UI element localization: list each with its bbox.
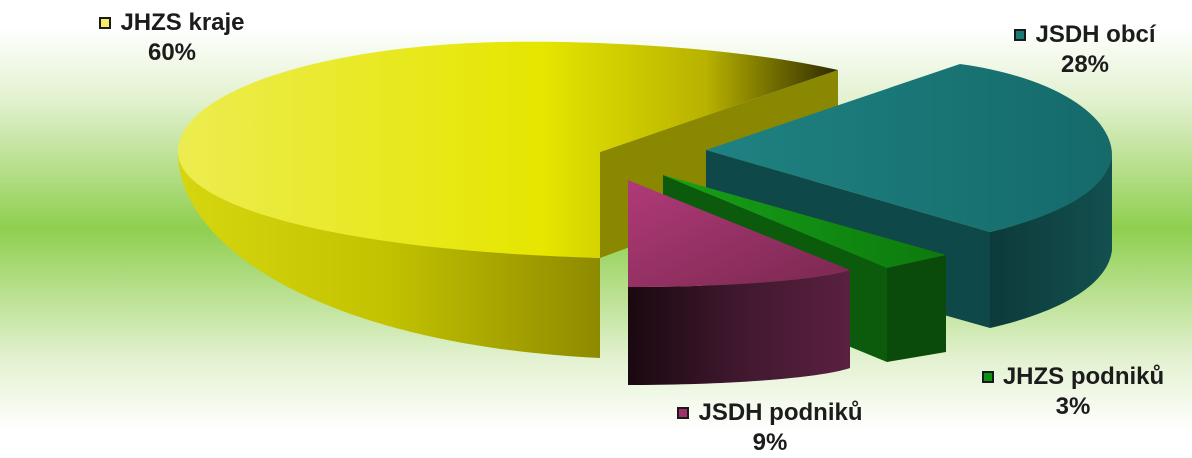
legend-swatch-jhzs-podniku [981,371,994,383]
slice-jhzs-podniku-side [887,255,946,362]
label-jhzs-podniku-value: 3% [1055,393,1091,420]
label-jhzs-kraje-value: 60% [147,39,197,66]
label-jsdh-podniku: JSDH podniků 9% [650,398,890,458]
slice-jsdh-obci-side [990,155,1112,328]
label-jsdh-podniku-name: JSDH podniků [698,399,863,426]
label-jhzs-kraje-name: JHZS kraje [120,9,245,36]
label-jhzs-kraje: JHZS kraje 60% [72,8,272,68]
label-jhzs-podniku: JHZS podniků 3% [958,362,1188,422]
legend-swatch-jhzs-kraje [99,17,112,29]
slice-jsdh-podniku-top [628,180,850,287]
label-jsdh-obci-name: JSDH obcí [1035,21,1156,48]
label-jsdh-obci: JSDH obcí 28% [990,20,1180,80]
slice-jsdh-obci-top [706,64,1112,232]
slice-jsdh-podniku-side [628,270,850,385]
slice-jhzs-kraje-side [178,152,600,358]
legend-swatch-jsdh-podniku [677,407,690,419]
legend-swatch-jsdh-obci [1014,29,1027,41]
label-jsdh-obci-value: 28% [1060,51,1110,78]
slice-jhzs-kraje-top [178,41,838,258]
slice-jsdh-podniku [628,180,850,385]
slice-jhzs-podniku-top [663,175,946,268]
label-jsdh-podniku-value: 9% [752,429,788,456]
label-jhzs-podniku-name: JHZS podniků [1002,363,1165,390]
